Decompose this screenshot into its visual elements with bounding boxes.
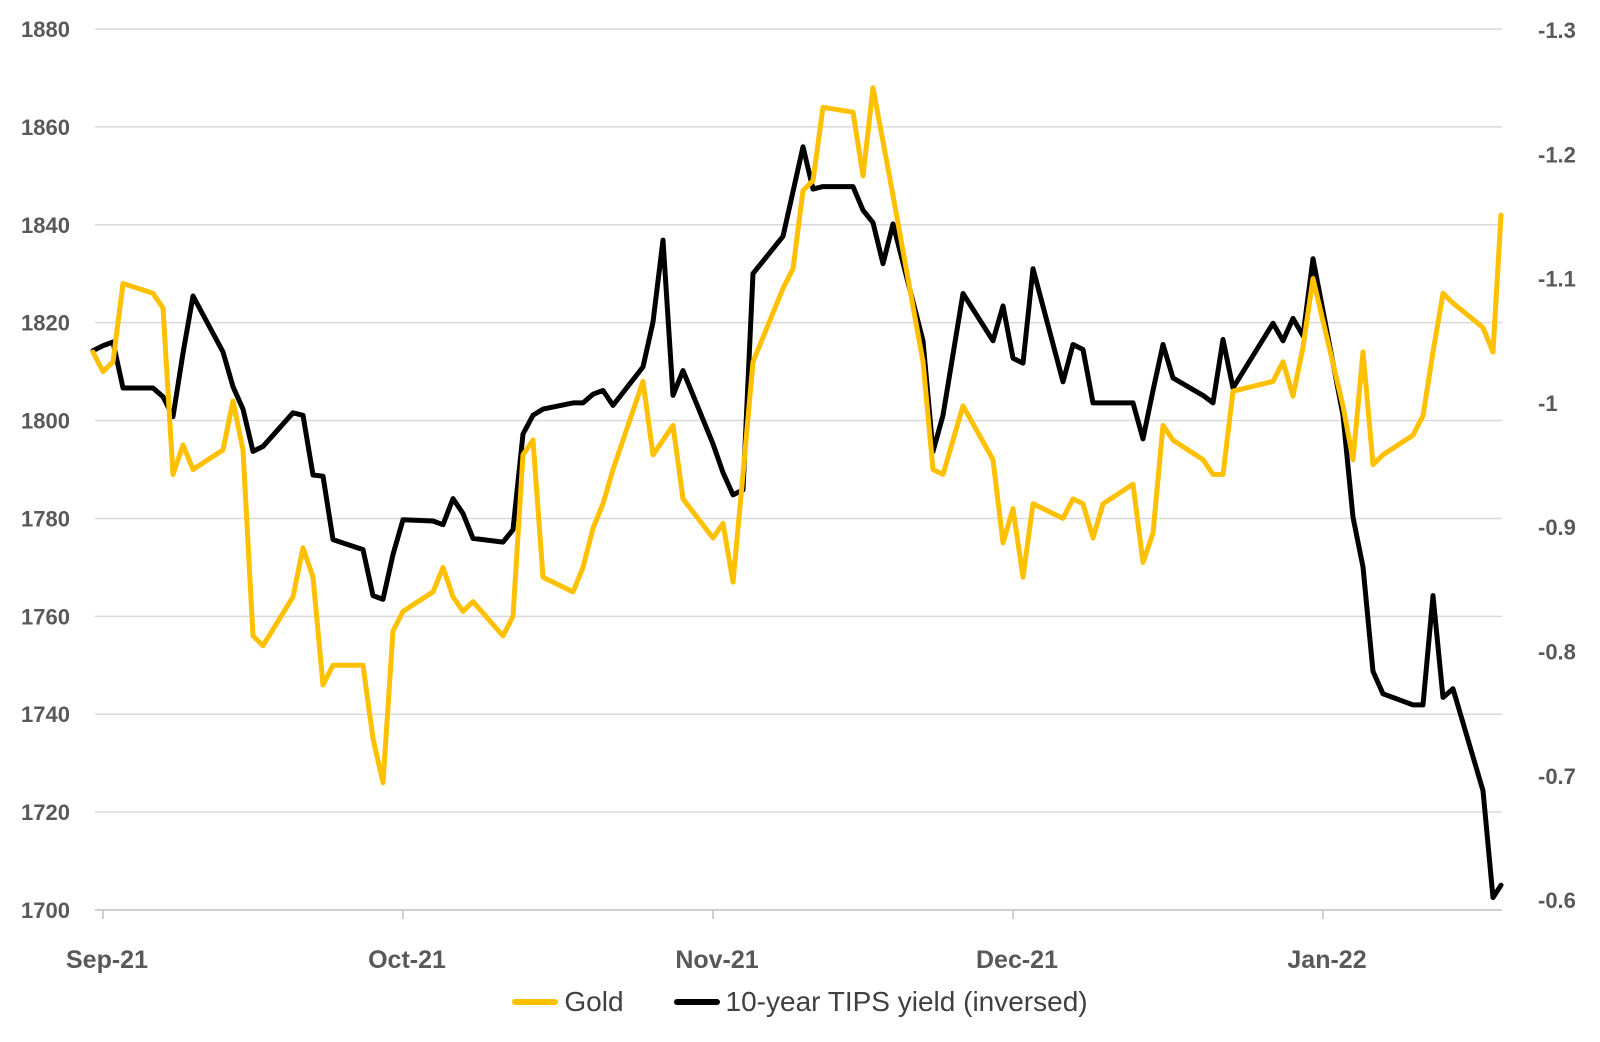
left-axis-tick-label: 1780 xyxy=(21,506,70,531)
tips-line-swatch-icon xyxy=(673,999,720,1005)
legend-label-tips: 10-year TIPS yield (inversed) xyxy=(725,986,1088,1017)
right-axis-tick-label: -1.3 xyxy=(1538,18,1576,43)
x-axis-tick-label: Nov-21 xyxy=(675,946,758,974)
left-axis-tick-label: 1800 xyxy=(21,409,70,434)
right-axis-tick-label: -1 xyxy=(1538,391,1558,416)
gold-line-swatch-icon xyxy=(512,999,559,1005)
x-axis-tick-label: Sep-21 xyxy=(66,946,148,974)
right-axis-tick-label: -1.2 xyxy=(1538,142,1576,167)
left-axis-tick-label: 1700 xyxy=(21,898,70,923)
left-axis-tick-label: 1840 xyxy=(21,213,70,238)
right-axis-tick-label: -0.9 xyxy=(1538,515,1576,540)
legend-item-gold: Gold xyxy=(512,986,624,1018)
right-axis-tick-label: -0.6 xyxy=(1538,888,1576,913)
right-axis-tick-label: -0.7 xyxy=(1538,764,1576,789)
left-axis-tick-label: 1820 xyxy=(21,311,70,336)
x-axis-tick-label: Jan-22 xyxy=(1287,946,1366,974)
legend-item-tips: 10-year TIPS yield (inversed) xyxy=(673,986,1088,1018)
x-axis-tick-label: Dec-21 xyxy=(976,946,1058,974)
left-axis-tick-label: 1860 xyxy=(21,115,70,140)
gold-line xyxy=(90,85,1504,786)
left-axis-tick-label: 1740 xyxy=(21,702,70,727)
right-axis-tick-label: -0.8 xyxy=(1538,640,1576,665)
legend-label-gold: Gold xyxy=(564,986,624,1017)
left-axis-tick-label: 1720 xyxy=(21,800,70,825)
x-axis-tick-label: Oct-21 xyxy=(368,946,446,974)
left-axis-tick-label: 1880 xyxy=(21,17,70,42)
tips-yield-line xyxy=(90,144,1504,901)
right-axis-tick-label: -1.1 xyxy=(1538,267,1576,292)
chart-legend: Gold 10-year TIPS yield (inversed) xyxy=(0,986,1600,1018)
left-axis-tick-label: 1760 xyxy=(21,604,70,629)
